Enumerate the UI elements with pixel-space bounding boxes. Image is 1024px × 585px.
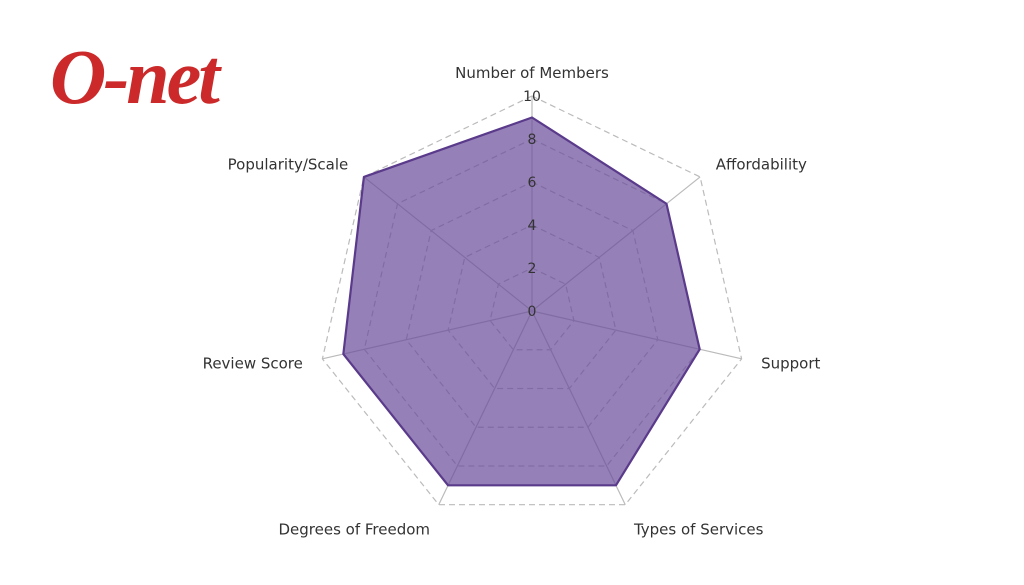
- axis-label-support: Support: [761, 354, 820, 372]
- tick-label-10: 10: [523, 89, 541, 105]
- grid-ring-10: [321, 95, 743, 506]
- onet-logo: O-net: [50, 33, 220, 120]
- tick-label-8: 8: [528, 132, 537, 148]
- axis-label-review-score: Review Score: [203, 354, 303, 372]
- axis-label-affordability: Affordability: [716, 155, 807, 173]
- axis-label-types-of-services: Types of Services: [633, 521, 764, 539]
- axis-label-popularity-scale: Popularity/Scale: [228, 155, 349, 173]
- tick-label-0: 0: [528, 304, 537, 320]
- tick-label-6: 6: [528, 175, 537, 191]
- tick-label-2: 2: [528, 261, 537, 277]
- radar-axis-labels: Number of Members Affordability Support Typ…: [203, 64, 821, 539]
- axis-label-degrees-of-freedom: Degrees of Freedom: [278, 521, 430, 539]
- radar-data-area: [342, 116, 701, 487]
- radar-tick-labels: 0 2 4 6 8 10: [523, 89, 541, 320]
- axis-label-number-of-members: Number of Members: [455, 64, 609, 82]
- tick-label-4: 4: [528, 218, 537, 234]
- data-area: [342, 116, 701, 487]
